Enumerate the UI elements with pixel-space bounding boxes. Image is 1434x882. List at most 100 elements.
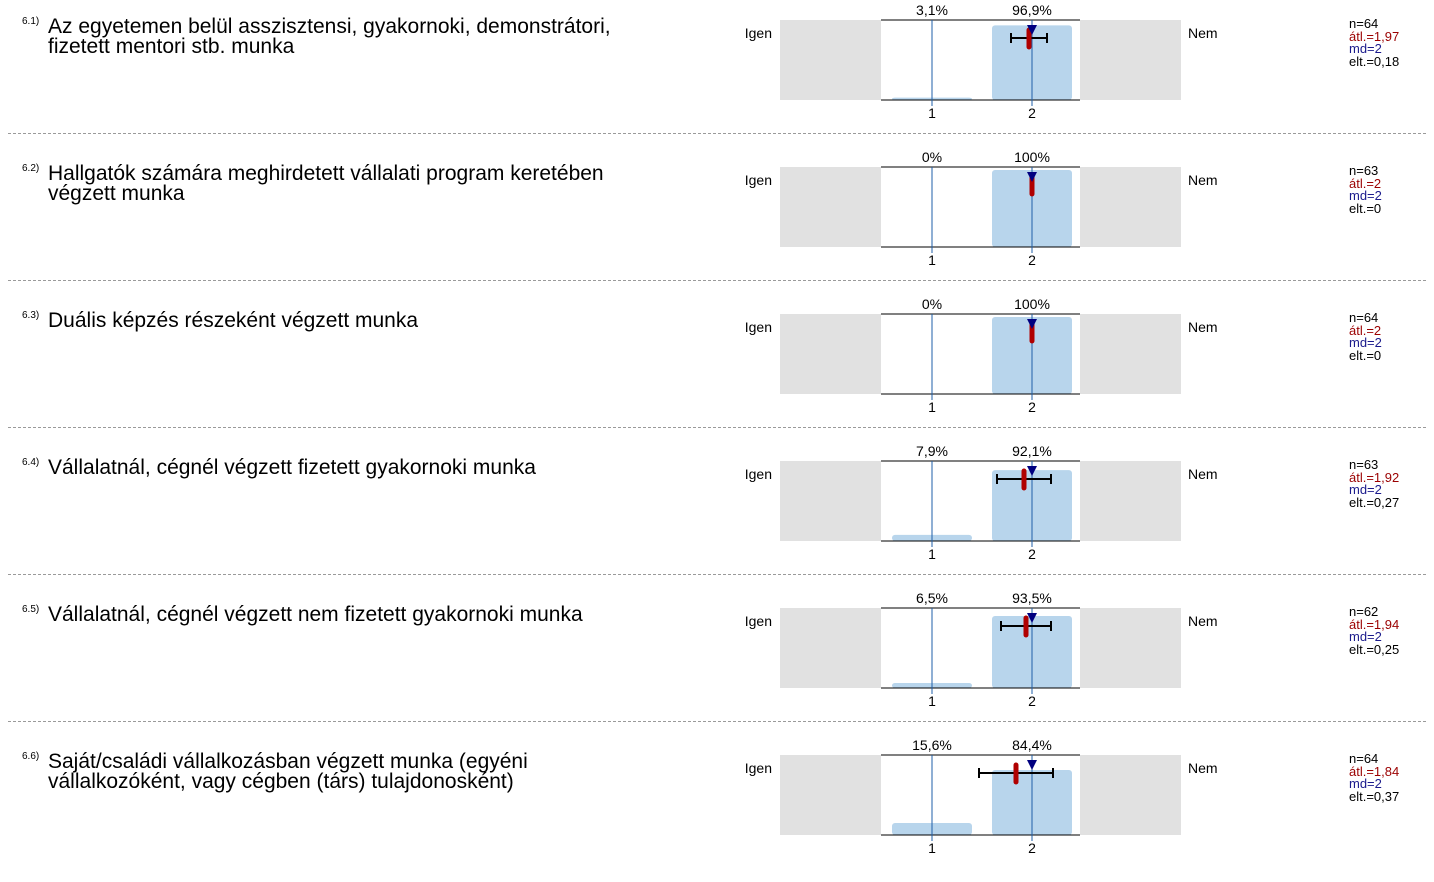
scale-right-label: Nem [1188,319,1218,335]
percent-label: 0% [922,296,942,312]
question-number: 6.5) [22,604,40,615]
percent-label: 0% [922,149,942,165]
stat-mean: átl.=2 [1349,175,1382,191]
scale-left-label: Igen [744,319,772,335]
stat-n: n=64 [1349,310,1379,325]
percent-label: 100% [1014,296,1050,312]
left-scale-box [780,461,881,541]
question-text: Vállalatnál, cégnél végzett nem fizetett… [48,603,583,626]
question-number: 6.6) [22,751,40,762]
tick-label: 1 [928,693,936,709]
stat-mean: átl.=1,94 [1349,616,1400,632]
question-row: 6.6) Saját/családi vállalkozásban végzett… [0,735,1434,882]
question-number: 6.1) [22,16,40,27]
stat-median: md=2 [1349,335,1382,350]
stats-block: n=63 átl.=2 md=2 elt.=0 [1349,163,1382,216]
bar-plot: 0% 100% 1 2 [780,149,1181,268]
stat-n: n=62 [1349,604,1379,619]
question-text: Vállalatnál, cégnél végzett fizetett gya… [48,456,536,479]
percent-label: 96,9% [1012,2,1052,18]
left-scale-box [780,20,881,100]
stat-sd: elt.=0,18 [1349,53,1400,69]
percent-label: 92,1% [1012,443,1052,459]
question-number: 6.4) [22,457,40,468]
median-marker [1027,466,1037,476]
stats-block: n=64 átl.=1,84 md=2 elt.=0,37 [1349,751,1400,804]
scale-left-label: Igen [744,25,772,41]
stat-n: n=63 [1349,457,1379,472]
median-marker [1027,172,1037,182]
right-scale-box [1080,314,1181,394]
percent-label: 100% [1014,149,1050,165]
question-row: 6.3) Duális képzés részeként végzett munk… [0,294,1434,441]
percent-label: 93,5% [1012,590,1052,606]
stat-sd: elt.=0 [1349,347,1382,363]
median-marker [1027,319,1037,329]
stat-sd: elt.=0 [1349,200,1382,216]
stat-n: n=64 [1349,751,1379,766]
question-row: 6.2) Hallgatók számára meghirdetett válla… [0,147,1434,294]
stat-n: n=63 [1349,163,1379,178]
question-row: 6.4) Vállalatnál, cégnél végzett fizetett… [0,441,1434,588]
question-number: 6.3) [22,310,40,321]
left-scale-box [780,755,881,835]
stat-median: md=2 [1349,629,1382,644]
bar-plot: 7,9% 92,1% 1 2 [780,443,1181,562]
tick-label: 2 [1028,252,1036,268]
stat-sd: elt.=0,27 [1349,494,1400,510]
left-scale-box [780,608,881,688]
question-text: Az egyetemen belül asszisztensi, gyakorn… [48,15,611,58]
scale-left-label: Igen [744,760,772,776]
stat-mean: átl.=1,84 [1349,763,1400,779]
scale-right-label: Nem [1188,172,1218,188]
stats-block: n=62 átl.=1,94 md=2 elt.=0,25 [1349,604,1400,657]
tick-label: 2 [1028,399,1036,415]
scale-right-label: Nem [1188,466,1218,482]
stats-block: n=64 átl.=2 md=2 elt.=0 [1349,310,1382,363]
question-number: 6.2) [22,163,40,174]
median-marker [1027,613,1037,623]
row-separator [8,280,1426,281]
stat-sd: elt.=0,25 [1349,641,1400,657]
row-separator [8,721,1426,722]
question-text: Hallgatók számára meghirdetett vállalati… [48,162,604,205]
stats-block: n=64 átl.=1,97 md=2 elt.=0,18 [1349,16,1400,69]
tick-label: 2 [1028,105,1036,121]
scale-left-label: Igen [744,613,772,629]
stat-mean: átl.=1,92 [1349,469,1400,485]
stat-median: md=2 [1349,776,1382,791]
bar-plot: 0% 100% 1 2 [780,296,1181,415]
question-text: Duális képzés részeként végzett munka [48,309,419,332]
percent-label: 84,4% [1012,737,1052,753]
right-scale-box [1080,755,1181,835]
row-separator [8,133,1426,134]
left-scale-box [780,314,881,394]
bar-plot: 6,5% 93,5% 1 2 [780,590,1181,709]
row-separator [8,427,1426,428]
right-scale-box [1080,608,1181,688]
percent-label: 7,9% [916,443,948,459]
stat-sd: elt.=0,37 [1349,788,1400,804]
survey-chart: 6.1) Az egyetemen belül asszisztensi, gya… [0,0,1434,856]
question-row: 6.5) Vállalatnál, cégnél végzett nem fize… [0,588,1434,735]
stats-block: n=63 átl.=1,92 md=2 elt.=0,27 [1349,457,1400,510]
left-scale-box [780,167,881,247]
scale-right-label: Nem [1188,25,1218,41]
right-scale-box [1080,461,1181,541]
stat-median: md=2 [1349,41,1382,56]
tick-label: 1 [928,546,936,562]
question-row: 6.1) Az egyetemen belül asszisztensi, gya… [0,0,1434,147]
right-scale-box [1080,20,1181,100]
question-text: Saját/családi vállalkozásban végzett mun… [48,750,528,793]
row-separator [8,574,1426,575]
tick-label: 2 [1028,840,1036,856]
tick-label: 1 [928,840,936,856]
stat-n: n=64 [1349,16,1379,31]
scale-left-label: Igen [744,466,772,482]
percent-label: 15,6% [912,737,952,753]
scale-right-label: Nem [1188,613,1218,629]
scale-left-label: Igen [744,172,772,188]
stat-median: md=2 [1349,482,1382,497]
scale-right-label: Nem [1188,760,1218,776]
bar-plot: 15,6% 84,4% 1 2 [780,737,1181,856]
